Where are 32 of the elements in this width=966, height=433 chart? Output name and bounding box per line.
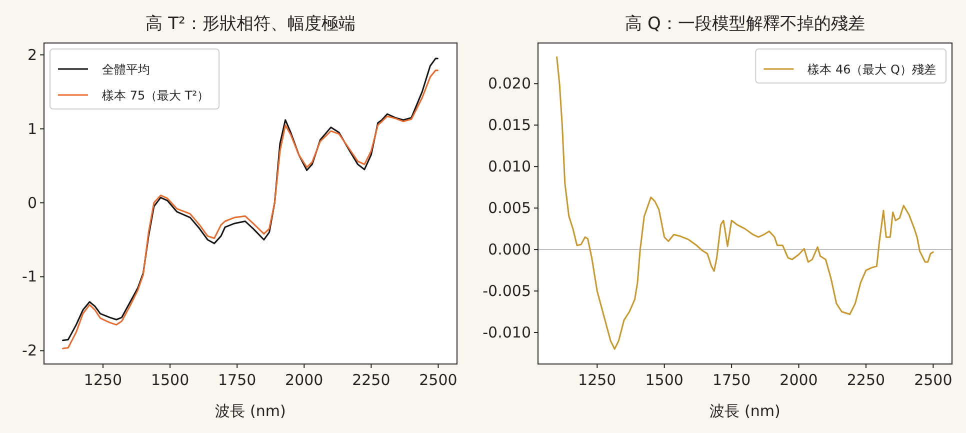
y-tick-label: -2 (22, 342, 37, 360)
y-tick-label: 0.000 (488, 240, 531, 259)
x-tick-label: 1250 (578, 371, 616, 389)
y-tick-label: -0.010 (482, 323, 531, 342)
y-tick-label: 0.015 (488, 116, 531, 134)
x-tick-label: 1750 (218, 371, 256, 389)
legend-label: 樣本 75（最大 T²） (102, 88, 210, 102)
y-tick-label: 0 (27, 194, 37, 212)
y-tick-label: 0.020 (488, 74, 531, 93)
legend-label: 全體平均 (102, 62, 150, 76)
legend-label: 樣本 46（最大 Q）殘差 (808, 62, 936, 76)
y-tick-label: -0.005 (482, 282, 531, 300)
x-tick-label: 1250 (84, 371, 122, 389)
x-tick-label: 2000 (285, 371, 324, 389)
chart-title: 高 Q：一段模型解釋不掉的殘差 (625, 14, 865, 34)
y-tick-label: 2 (27, 46, 37, 64)
y-tick-label: 0.010 (488, 158, 531, 176)
y-tick-label: -1 (22, 268, 37, 286)
y-tick-label: 1 (27, 120, 37, 138)
x-tick-label: 2500 (419, 371, 458, 389)
line-series (556, 56, 934, 350)
x-tick-label: 2500 (914, 371, 952, 389)
x-tick-label: 1500 (150, 371, 190, 389)
x-tick-label: 2000 (780, 371, 818, 389)
x-tick-label: 1500 (645, 371, 684, 389)
x-tick-label: 1750 (712, 371, 751, 389)
x-tick-label: 2250 (846, 371, 886, 389)
x-axis-title: 波長 (nm) (710, 402, 780, 420)
y-tick-label: 0.005 (488, 199, 531, 218)
x-tick-label: 2250 (352, 371, 390, 389)
x-axis-title: 波長 (nm) (215, 402, 286, 420)
chart-title: 高 T²：形狀相符、幅度極端 (146, 14, 356, 34)
